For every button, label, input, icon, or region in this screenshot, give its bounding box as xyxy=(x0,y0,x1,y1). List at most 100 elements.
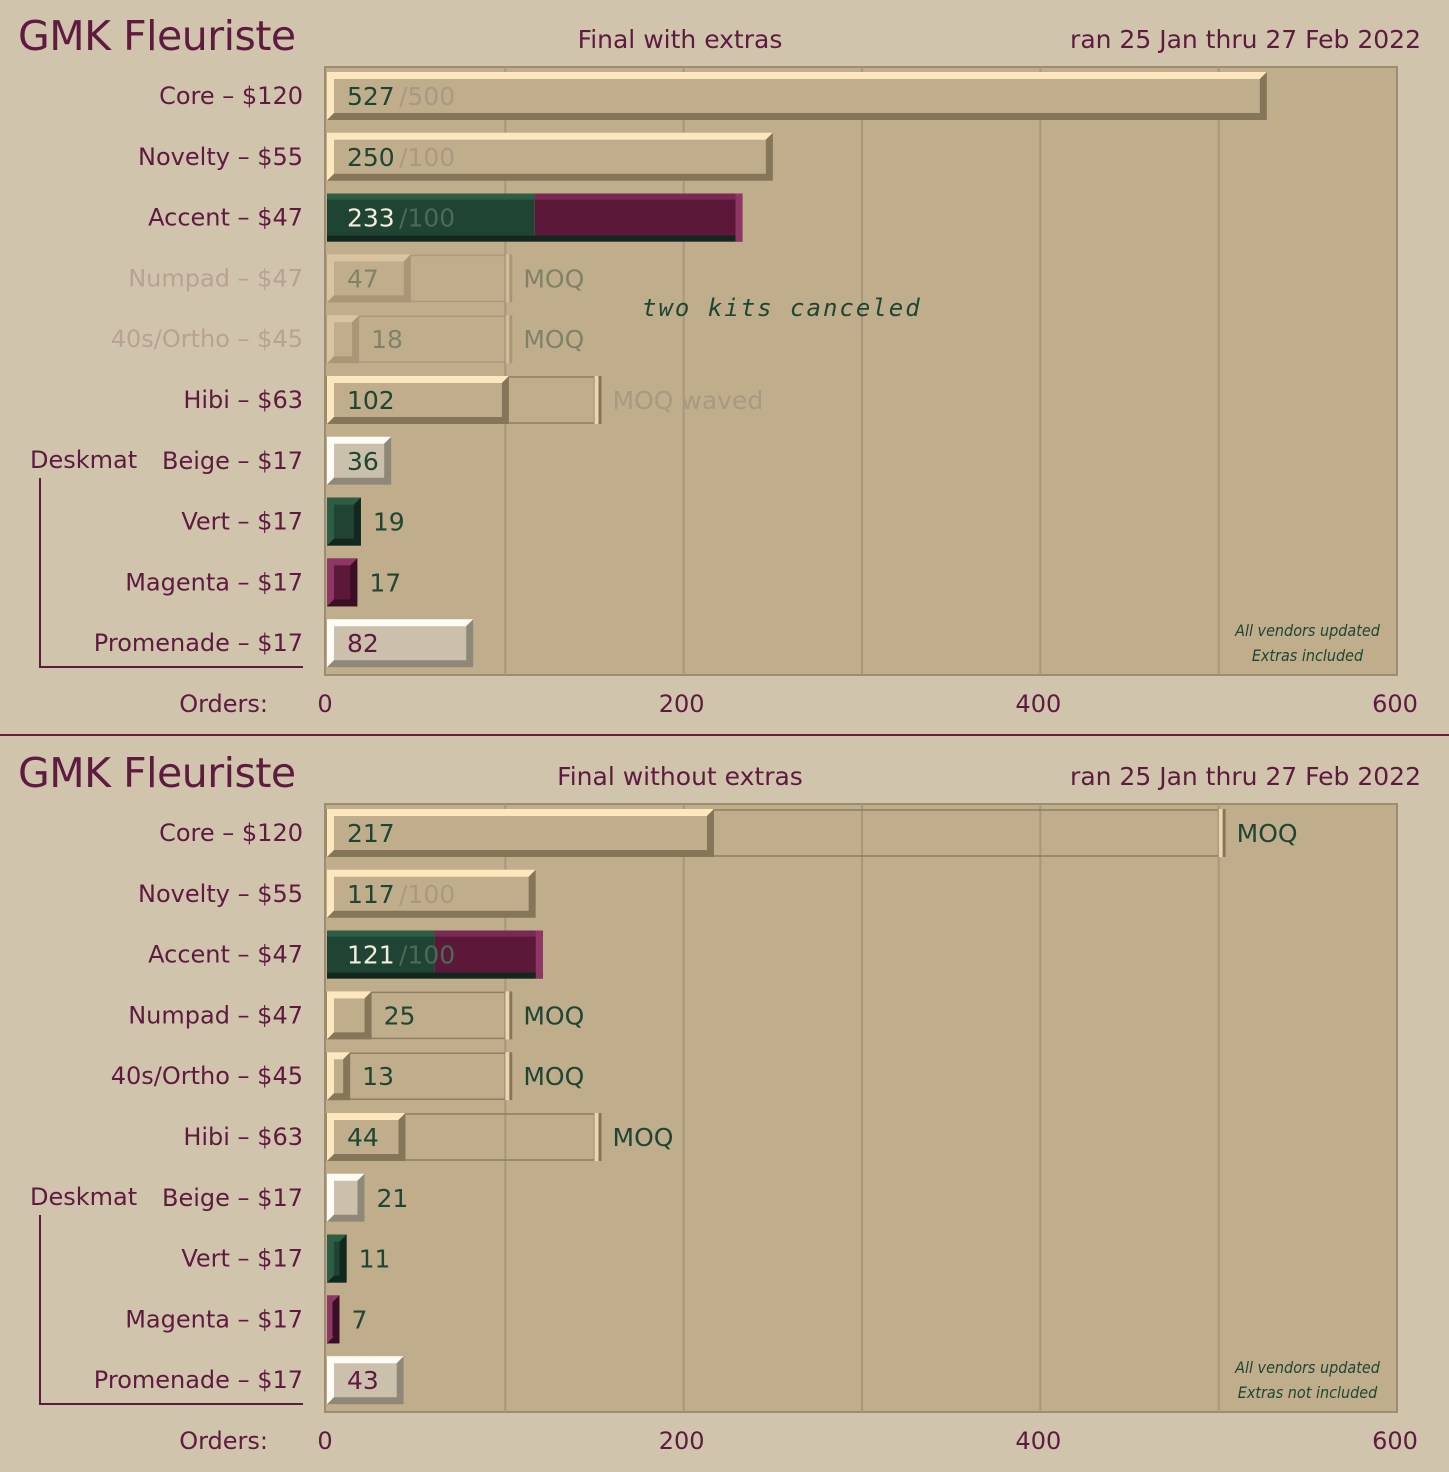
bar xyxy=(327,315,360,364)
category-label: 40s/Ortho – $45 xyxy=(111,1062,303,1090)
category-label: Accent – $47 xyxy=(148,204,303,232)
bar-group: 44 MOQ xyxy=(326,1113,674,1161)
bar-group: 121/100 xyxy=(327,930,543,979)
bar-group: 36 xyxy=(327,436,392,485)
moq-outline xyxy=(326,315,507,363)
bar-group: 82 xyxy=(327,619,474,668)
value-label: 25 xyxy=(384,1001,416,1030)
x-tick-label: 600 xyxy=(1372,1427,1418,1455)
value-label: 250 xyxy=(347,143,395,172)
value-label: 47 xyxy=(347,264,379,293)
moq-marker xyxy=(505,991,513,1040)
bar xyxy=(327,1052,351,1101)
moq-label: MOQ xyxy=(523,1001,584,1030)
x-tick-label: 200 xyxy=(659,1427,705,1455)
bar xyxy=(327,1295,340,1344)
target-label: /100 xyxy=(399,204,455,233)
value-label: 217 xyxy=(347,819,395,848)
x-tick-label: 0 xyxy=(317,1427,332,1455)
note-line-2: Extras not included xyxy=(1237,1383,1378,1402)
bar-segment-vert xyxy=(327,930,435,979)
x-tick-label: 0 xyxy=(317,690,332,718)
bar xyxy=(327,558,358,607)
bar-group: 19 xyxy=(327,497,405,546)
bar-group: 18 MOQ xyxy=(326,315,584,364)
category-label: Core – $120 xyxy=(159,819,303,847)
category-label: Novelty – $55 xyxy=(138,143,303,171)
category-label: Promenade – $17 xyxy=(94,1366,303,1394)
x-axis-label: Orders: xyxy=(179,690,268,718)
bar xyxy=(327,1356,404,1405)
note-line-2: Extras included xyxy=(1251,646,1364,665)
moq-marker xyxy=(505,1052,513,1101)
category-label: Numpad – $47 xyxy=(128,1001,303,1029)
bar-group: 527/500 xyxy=(327,72,1267,120)
bar-group: 250/100 xyxy=(327,132,773,181)
bar-group: 43 xyxy=(327,1356,404,1405)
bar-group: 102 MOQ waved xyxy=(326,376,764,424)
bar-group: 47 MOQ xyxy=(326,254,584,303)
bar-segment-vert xyxy=(327,193,535,242)
group-bracket xyxy=(39,1215,303,1405)
category-label: Core – $120 xyxy=(159,82,303,110)
category-label: Hibi – $63 xyxy=(183,386,303,414)
value-label: 121 xyxy=(347,941,395,970)
value-label: 44 xyxy=(347,1123,379,1152)
bar-segment-magenta xyxy=(534,193,743,242)
bar xyxy=(327,1113,406,1161)
note-line-1: All vendors updated xyxy=(1235,621,1380,640)
moq-outline xyxy=(326,254,507,303)
category-label: Beige – $17 xyxy=(162,447,303,475)
bar-segment-magenta xyxy=(434,930,543,979)
x-tick-label: 200 xyxy=(659,690,705,718)
bar xyxy=(327,132,773,181)
category-label: Magenta – $17 xyxy=(125,568,303,596)
moq-marker xyxy=(594,1113,602,1161)
value-label: 36 xyxy=(347,447,379,476)
target-label: /100 xyxy=(399,941,455,970)
group-label-deskmat: Deskmat xyxy=(30,446,137,474)
moq-label: MOQ xyxy=(613,1123,674,1152)
category-label: Numpad – $47 xyxy=(128,264,303,292)
category-label: Vert – $17 xyxy=(181,508,303,536)
bar-group: 25 MOQ xyxy=(326,991,584,1040)
value-label: 7 xyxy=(351,1305,367,1334)
value-label: 233 xyxy=(347,204,395,233)
value-label: 527 xyxy=(347,82,395,111)
value-label: 11 xyxy=(359,1245,391,1274)
bar-group: 117/100 xyxy=(327,869,536,918)
bar-group: 233/100 xyxy=(327,193,743,242)
chart-subtitle: Final with extras xyxy=(577,25,783,54)
category-label: Accent – $47 xyxy=(148,941,303,969)
bar xyxy=(327,991,372,1040)
bar-group: 217 MOQ xyxy=(326,809,1298,857)
target-label: /100 xyxy=(399,880,455,909)
bar-group: 21 xyxy=(327,1173,408,1222)
bar-group: 7 xyxy=(327,1295,367,1344)
value-label: 43 xyxy=(347,1366,379,1395)
bar xyxy=(327,436,392,485)
category-label: Novelty – $55 xyxy=(138,880,303,908)
bar-chart-with-extras: 0 200 400 600 Orders: Deskmat Core – $120 527/5… xyxy=(30,66,1418,718)
chart-panel-without-extras: 0 200 400 600 Orders: Deskmat Core – $120 217 MO… xyxy=(0,737,1449,1472)
moq-marker xyxy=(1218,809,1226,857)
bar xyxy=(327,376,509,424)
x-tick-label: 400 xyxy=(1015,1427,1061,1455)
x-tick-label: 600 xyxy=(1372,690,1418,718)
value-label: 117 xyxy=(347,880,395,909)
annotation-two-kits-canceled: two kits canceled xyxy=(642,294,922,322)
bar-group: 17 xyxy=(327,558,401,607)
x-tick-label: 400 xyxy=(1015,690,1061,718)
bar-group: 13 MOQ xyxy=(326,1052,584,1101)
moq-label: MOQ xyxy=(523,1062,584,1091)
category-label: Promenade – $17 xyxy=(94,629,303,657)
value-label: 21 xyxy=(376,1184,408,1213)
moq-label: MOQ waved xyxy=(613,386,764,415)
value-label: 13 xyxy=(362,1062,394,1091)
category-label: Vert – $17 xyxy=(181,1245,303,1273)
moq-marker xyxy=(594,376,602,424)
category-label: Beige – $17 xyxy=(162,1184,303,1212)
panel-divider xyxy=(0,734,1449,736)
chart-panel-with-extras: 0 200 400 600 Orders: Deskmat Core – $120 527/5… xyxy=(0,0,1449,735)
